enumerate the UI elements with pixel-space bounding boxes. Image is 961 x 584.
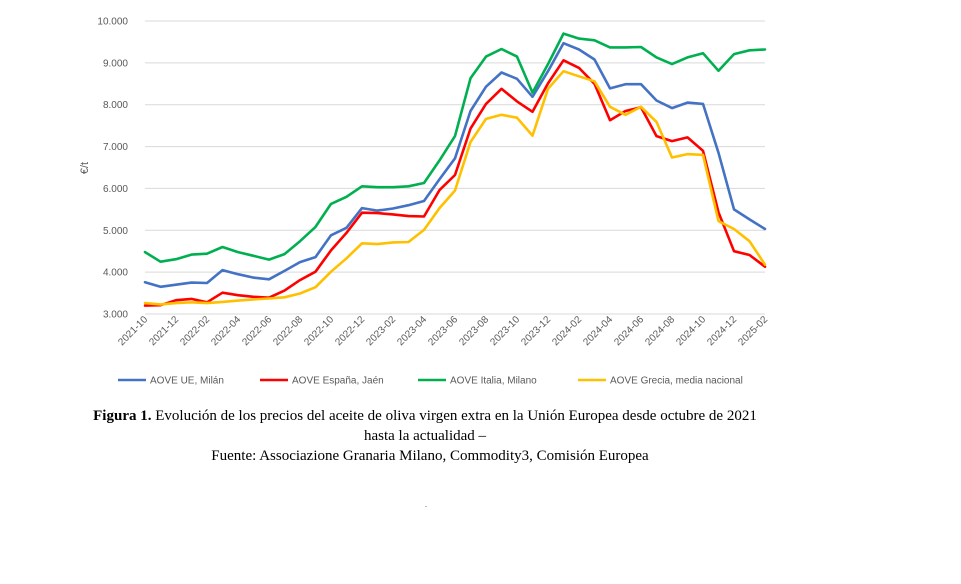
- legend-entry-0: AOVE UE, Milán: [150, 376, 224, 387]
- x-tick-label: 2023-06: [426, 314, 460, 348]
- x-tick-label: 2023-04: [395, 314, 429, 348]
- x-tick-label: 2022-06: [240, 314, 274, 348]
- footnote-mark: .: [425, 500, 427, 509]
- x-tick-label: 2025-02: [736, 314, 770, 348]
- legend-entry-2: AOVE Italia, Milano: [450, 376, 537, 387]
- y-tick-label: 9.000: [103, 58, 128, 69]
- series-lines: [143, 32, 767, 307]
- x-tick-label: 2024-04: [581, 314, 615, 348]
- x-tick-label: 2023-08: [457, 314, 491, 348]
- x-tick-label: 2022-02: [178, 314, 212, 348]
- y-tick-label: 6.000: [103, 184, 128, 195]
- y-tick-label: 3.000: [103, 310, 128, 321]
- y-axis-label: €/t: [79, 162, 91, 174]
- x-tick-label: 2024-12: [705, 314, 739, 348]
- y-axis-ticks: 3.000 4.000 5.000 6.000 7.000 8.000 9.000 10.00…: [97, 17, 128, 321]
- x-tick-label: 2024-02: [550, 314, 584, 348]
- series-line-0: [143, 41, 767, 289]
- x-tick-label: 2023-10: [488, 314, 522, 348]
- y-tick-label: 4.000: [103, 268, 128, 279]
- legend: AOVE UE, Milán AOVE España, Jaén AOVE Ital…: [118, 376, 743, 387]
- x-tick-label: 2023-12: [519, 314, 553, 348]
- x-tick-label: 2023-02: [364, 314, 398, 348]
- x-axis-ticks: 2021-102021-122022-022022-042022-062022-…: [116, 314, 770, 348]
- figure-caption-line-1: Figura 1. Evolución de los precios del a…: [0, 407, 850, 426]
- x-tick-label: 2022-10: [302, 314, 336, 348]
- x-tick-label: 2022-08: [271, 314, 305, 348]
- figure-caption-line-2: hasta la actualidad –: [363, 428, 487, 444]
- figure-caption-source: Fuente: Associazione Granaria Milano, Co…: [211, 448, 649, 464]
- figure-label: Figura 1.: [93, 408, 152, 424]
- x-tick-label: 2024-08: [643, 314, 677, 348]
- line-chart: 3.000 4.000 5.000 6.000 7.000 8.000 9.000 10.00…: [79, 17, 770, 387]
- x-tick-label: 2024-06: [612, 314, 646, 348]
- y-tick-label: 8.000: [103, 100, 128, 111]
- series-line-1: [143, 58, 767, 307]
- series-line-2: [143, 32, 767, 264]
- x-tick-label: 2024-10: [674, 314, 708, 348]
- grid-lines: [145, 20, 765, 315]
- legend-entry-1: AOVE España, Jaén: [292, 376, 384, 387]
- y-tick-label: 10.000: [97, 17, 128, 28]
- y-tick-label: 5.000: [103, 226, 128, 237]
- x-tick-label: 2021-12: [147, 314, 181, 348]
- x-tick-label: 2022-04: [209, 314, 243, 348]
- y-tick-label: 7.000: [103, 142, 128, 153]
- x-tick-label: 2022-12: [333, 314, 367, 348]
- caption-text-1: Evolución de los precios del aceite de o…: [155, 408, 757, 424]
- legend-entry-3: AOVE Grecia, media nacional: [610, 376, 743, 387]
- series-line-3: [143, 69, 767, 306]
